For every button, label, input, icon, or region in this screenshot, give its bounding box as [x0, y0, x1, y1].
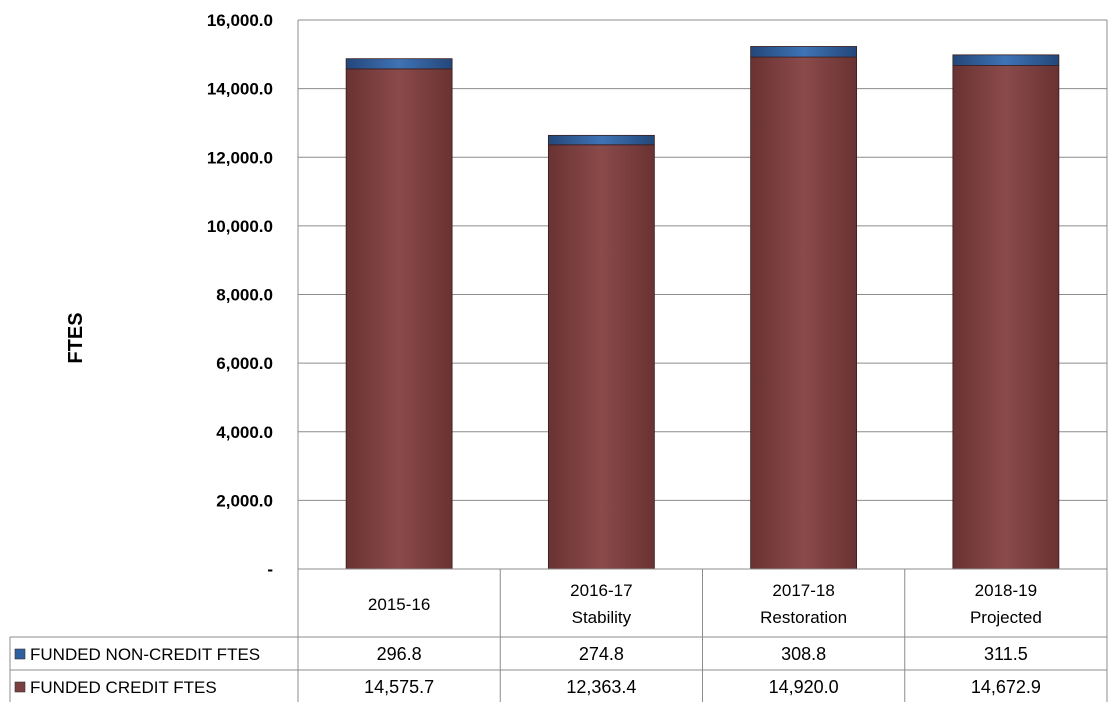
y-tick-label: - — [267, 560, 273, 579]
bar-non-credit — [750, 46, 858, 58]
data-label: 296.8 — [377, 644, 422, 664]
data-label: 308.8 — [781, 644, 826, 664]
legend-swatch-credit — [14, 681, 26, 693]
data-label: 14,920.0 — [769, 677, 839, 697]
y-tick-labels: - 2,000.0 4,000.0 6,000.0 8,000.0 10,000.0 12,… — [207, 11, 273, 579]
y-tick-label: 16,000.0 — [207, 11, 273, 30]
category-label: 2017-18 — [772, 581, 834, 600]
bar-non-credit — [547, 134, 655, 146]
data-label: 12,363.4 — [566, 677, 636, 697]
data-label: 311.5 — [984, 644, 1028, 664]
legend-swatch-non-credit — [14, 648, 26, 660]
data-label: 14,672.9 — [971, 677, 1041, 697]
category-label: Restoration — [760, 608, 847, 627]
y-tick-label: 6,000.0 — [216, 354, 273, 373]
legend-label-credit: FUNDED CREDIT FTES — [30, 678, 217, 697]
bars — [345, 46, 1060, 570]
data-table: 2015-16 2016-17 Stability 2017-18 Restoratio… — [9, 568, 1108, 702]
y-tick-label: 12,000.0 — [207, 148, 273, 167]
data-label: 274.8 — [579, 644, 624, 664]
category-label: Projected — [970, 608, 1042, 627]
data-label: 14,575.7 — [364, 677, 434, 697]
y-tick-label: 10,000.0 — [207, 217, 273, 236]
bar-credit — [952, 65, 1060, 570]
legend-label-non-credit: FUNDED NON-CREDIT FTES — [30, 645, 260, 664]
bar-non-credit — [952, 54, 1060, 66]
category-label: 2016-17 — [570, 581, 632, 600]
y-tick-label: 8,000.0 — [216, 286, 273, 305]
y-axis-label: FTES — [65, 312, 87, 363]
bar-credit — [345, 68, 453, 570]
bar-non-credit — [345, 58, 453, 70]
category-label: 2015-16 — [368, 595, 430, 614]
y-tick-label: 4,000.0 — [216, 423, 273, 442]
y-tick-label: 14,000.0 — [207, 80, 273, 99]
category-label: 2018-19 — [975, 581, 1037, 600]
category-label: Stability — [572, 608, 632, 627]
bar-credit — [750, 56, 858, 570]
bar-credit — [547, 144, 655, 570]
y-tick-label: 2,000.0 — [216, 491, 273, 510]
